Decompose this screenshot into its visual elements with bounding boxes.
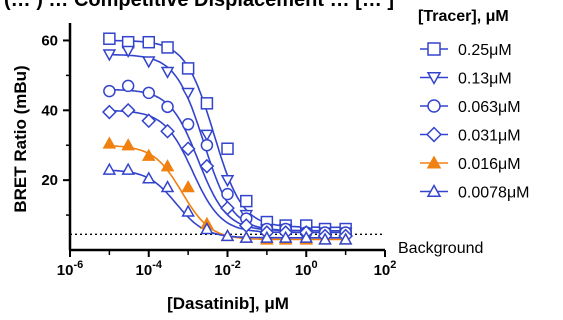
- data-point: [200, 97, 214, 110]
- data-point: [278, 230, 293, 243]
- y-tick-label: 40: [41, 102, 58, 119]
- x-tick-label: 10-6: [57, 259, 83, 279]
- data-point: [141, 148, 156, 161]
- x-tick-label: 100: [295, 259, 318, 279]
- data-point: [141, 56, 156, 69]
- data-points: [101, 32, 354, 245]
- x-tick-label: 102: [374, 259, 397, 279]
- legend-marker: [426, 126, 442, 143]
- y-axis-label: BRET Ratio (mBu): [11, 65, 30, 212]
- legend-title: [Tracer], μM: [418, 8, 509, 25]
- data-point: [200, 222, 214, 235]
- data-point: [181, 118, 195, 131]
- data-point: [180, 141, 196, 157]
- legend: 0.25μM 0.13μM 0.063μM 0.031μM 0.016μM 0.0078μ…: [420, 42, 529, 202]
- data-point: [142, 86, 155, 100]
- data-point: [181, 62, 195, 75]
- data-point: [220, 200, 235, 216]
- x-tick-label: 10-2: [214, 259, 240, 279]
- data-point: [101, 104, 117, 120]
- chart-title: (… ) … Competitive Displacement … [… ]: [4, 0, 394, 11]
- background-label: Background: [398, 240, 483, 257]
- legend-label: 0.016μM: [458, 156, 521, 173]
- data-point: [181, 204, 195, 217]
- data-point: [221, 187, 234, 201]
- data-point: [103, 32, 116, 45]
- data-point: [160, 159, 175, 172]
- data-point: [160, 66, 175, 79]
- data-point: [160, 123, 175, 139]
- x-axis-label: [Dasatinib], μM: [167, 294, 289, 313]
- legend-label: 0.063μM: [458, 99, 521, 116]
- data-point: [103, 84, 116, 98]
- data-point: [161, 41, 174, 54]
- data-point: [221, 142, 234, 155]
- axis-ticks: 10-6 10-4 10-2 100 102 20 40 60: [41, 32, 396, 279]
- data-point: [220, 175, 235, 188]
- data-point: [161, 100, 174, 114]
- data-point: [102, 162, 117, 175]
- data-point: [220, 228, 235, 242]
- legend-label: 0.031μM: [458, 128, 521, 145]
- data-point: [120, 102, 136, 118]
- axes: [68, 23, 385, 252]
- data-point: [121, 162, 135, 175]
- data-point: [141, 171, 156, 184]
- data-point: [200, 138, 214, 152]
- data-point: [239, 230, 254, 243]
- data-point: [240, 194, 253, 208]
- data-point: [142, 35, 155, 49]
- data-point: [121, 45, 135, 58]
- data-point: [181, 180, 195, 193]
- legend-marker: [427, 42, 441, 56]
- data-point: [260, 230, 274, 243]
- legend-label: 0.25μM: [458, 42, 512, 59]
- data-point: [121, 138, 135, 151]
- legend-label: 0.0078μM: [458, 185, 529, 202]
- legend-label: 0.13μM: [458, 71, 512, 88]
- data-point: [199, 158, 215, 174]
- data-point: [102, 49, 117, 62]
- data-point: [181, 87, 195, 100]
- data-point: [160, 180, 175, 193]
- x-tick-label: 10-4: [136, 259, 163, 279]
- y-tick-label: 20: [41, 172, 58, 189]
- data-point: [200, 129, 214, 142]
- data-point: [338, 232, 353, 245]
- legend-marker: [426, 155, 442, 169]
- data-point: [299, 230, 314, 243]
- data-point: [121, 79, 135, 93]
- data-point: [102, 136, 117, 149]
- legend-marker: [426, 71, 442, 86]
- legend-marker: [427, 99, 441, 113]
- y-tick-label: 60: [41, 32, 58, 49]
- data-point: [141, 113, 157, 129]
- legend-marker: [426, 183, 442, 198]
- data-point: [318, 232, 332, 245]
